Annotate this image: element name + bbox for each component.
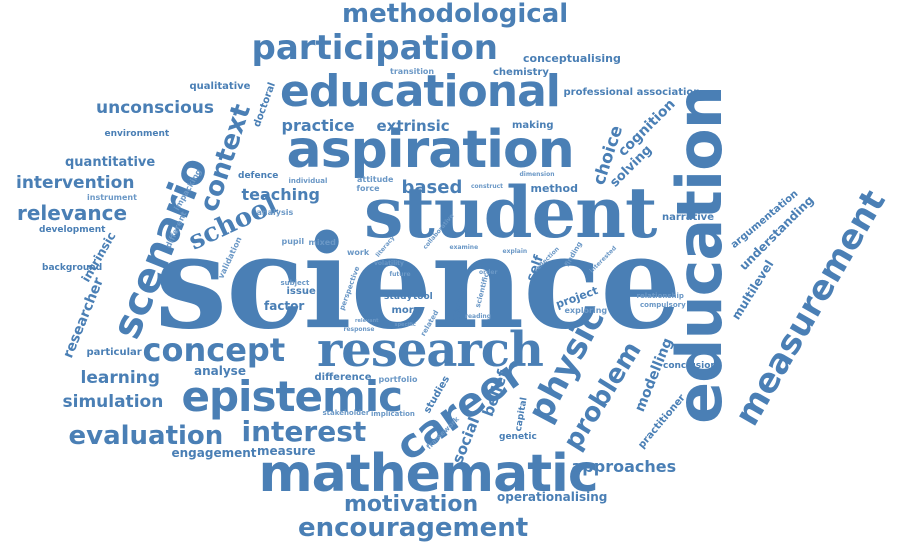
word-operationalising: operationalising [497, 490, 608, 504]
word-instrument: instrument [87, 193, 137, 202]
word-portfolio: portfolio [378, 375, 418, 384]
word-environment: environment [104, 128, 170, 139]
word-making: making [512, 120, 554, 131]
word-student: student [364, 171, 657, 254]
word-mixed: mixed [308, 238, 336, 247]
word-work: work [347, 248, 370, 257]
word-order: order [479, 269, 498, 276]
word-subject: subject [280, 278, 310, 287]
word-issue: issue [286, 286, 316, 297]
word-response: response [343, 326, 375, 333]
word-specific: specific [394, 321, 416, 328]
word-implication: implication [371, 409, 415, 418]
word-background: background [42, 262, 103, 273]
word-research: research [317, 322, 544, 378]
word-exploring: exploring [564, 306, 608, 315]
word-analyse: analyse [194, 364, 246, 378]
word-volatility: volatility [374, 260, 404, 267]
word-method: method [530, 181, 578, 195]
word-epistemic: epistemic [181, 372, 404, 421]
word-explain: explain [502, 248, 528, 255]
word-multilevel: multilevel [728, 257, 776, 323]
word-relevance: relevance [17, 201, 128, 225]
word-genetic: genetic [499, 431, 537, 442]
word-methodological: methodological [342, 0, 569, 29]
word-more: more [391, 305, 421, 316]
word-teaching: teaching [241, 185, 321, 204]
word-examine: examine [449, 244, 479, 251]
word-extrinsic: extrinsic [376, 116, 450, 135]
word-approaches: approaches [571, 457, 677, 476]
word-tool: tool [413, 291, 433, 302]
word-individual: individual [288, 176, 328, 185]
word-intrinsic: intrinsic [78, 229, 119, 285]
word-education: education [662, 86, 736, 424]
word-future: future [389, 271, 411, 278]
word-chemistry: chemistry [493, 67, 549, 78]
word-transition: transition [390, 67, 435, 76]
word-dimension: dimension [519, 171, 555, 178]
word-defence: defence [238, 170, 279, 181]
word-conclusion: conclusion [663, 360, 717, 371]
word-unconscious: unconscious [96, 97, 214, 118]
word-reading: reading [465, 313, 491, 320]
word-doctoral: doctoral [251, 80, 278, 129]
word-construct: construct [471, 183, 504, 190]
word-professional-association: professional association [563, 87, 701, 98]
word-stakeholder: stakeholder [322, 408, 370, 417]
word-motivation: motivation [344, 492, 479, 517]
word-encouragement: encouragement [298, 513, 529, 543]
word-simulation: simulation [62, 391, 164, 412]
word-conceptualising: conceptualising [523, 51, 621, 65]
word-evaluation: evaluation [68, 421, 224, 451]
word-relationship: relationship [636, 291, 684, 300]
word-attitude: attitude [357, 175, 394, 184]
word-difference: difference [314, 372, 372, 383]
word-science: science [155, 208, 681, 358]
word-learning: learning [80, 367, 160, 388]
word-based: based [401, 177, 463, 198]
word-educational: educational [280, 66, 561, 117]
word-pupil: pupil [281, 237, 305, 246]
word-measure: measure [257, 444, 316, 458]
word-participation: participation [251, 28, 499, 68]
word-interest: interest [241, 415, 367, 448]
word-particular: particular [86, 347, 142, 358]
word-development: development [39, 224, 106, 235]
word-mathematic: mathematic [258, 444, 599, 504]
word-practice: practice [281, 116, 355, 135]
word-qualitative: qualitative [189, 81, 251, 92]
word-factor: factor [264, 299, 305, 313]
word-engagement: engagement [171, 446, 257, 460]
word-study: study [384, 291, 413, 302]
word-compulsory: compulsory [640, 300, 686, 309]
word-concept: concept [142, 331, 286, 369]
word-aspiration: aspiration [286, 120, 575, 180]
word-force: force [356, 184, 380, 193]
word-analysis: analysis [256, 208, 294, 217]
word-quantitative: quantitative [65, 154, 156, 170]
word-narrative: narrative [662, 212, 714, 223]
word-intervention: intervention [16, 172, 135, 193]
word-relevant: relevant [355, 317, 379, 324]
